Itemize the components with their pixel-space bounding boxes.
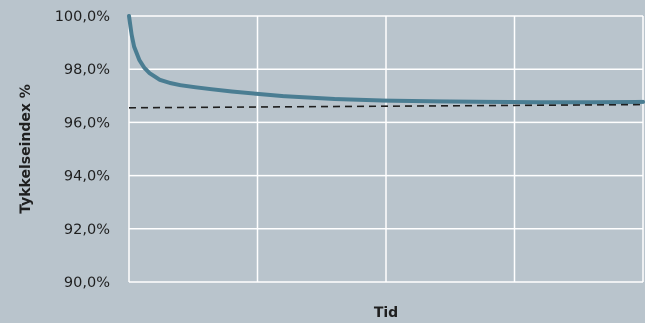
y-tick-label: 90,0% <box>64 275 110 291</box>
y-axis-title: Tykkelseindex % <box>18 84 34 214</box>
series-layer <box>127 14 645 109</box>
y-tick-label: 98,0% <box>64 62 110 78</box>
y-tick-label: 96,0% <box>64 115 110 131</box>
x-axis-title: Tid <box>374 305 398 321</box>
y-tick-labels: 90,0% 92,0% 94,0% 96,0% 98,0% 100,0% <box>55 9 110 291</box>
y-tick-label: 92,0% <box>64 222 110 238</box>
gridlines <box>128 15 644 282</box>
series-dashed-reference-line <box>128 103 644 109</box>
series-solid-line <box>127 14 645 105</box>
y-tick-label: 100,0% <box>55 9 110 25</box>
y-tick-label: 94,0% <box>64 169 110 185</box>
